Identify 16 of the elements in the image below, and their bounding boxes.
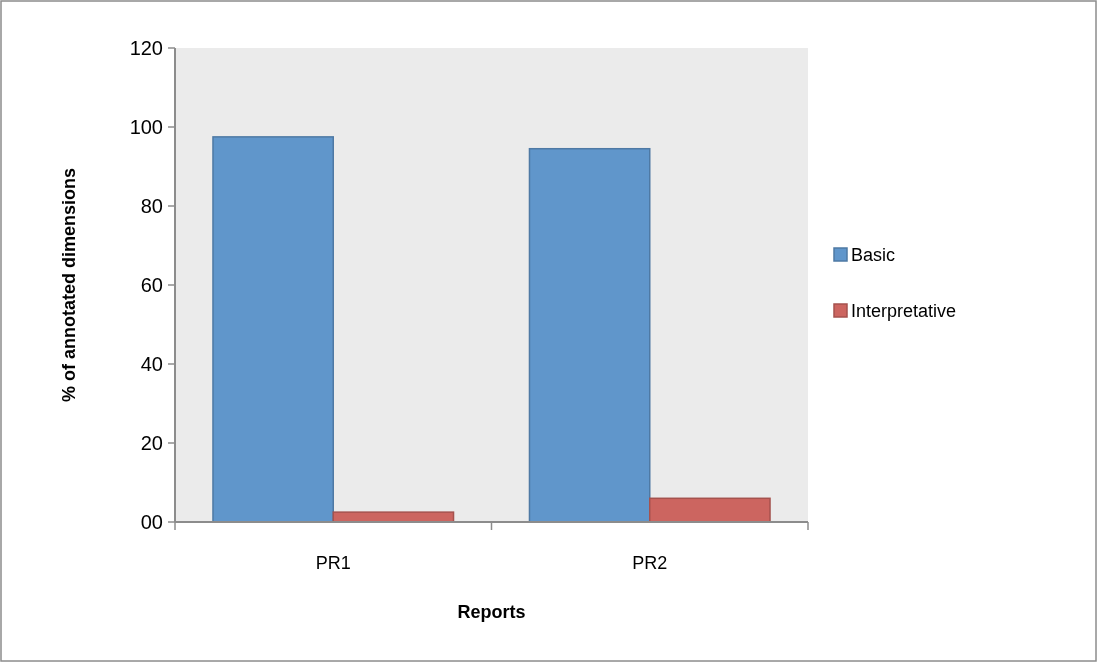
legend-label: Interpretative <box>851 301 957 322</box>
y-tick-label: 100 <box>129 116 163 138</box>
y-axis-title: % of annotated dimensions <box>59 167 79 403</box>
y-tick-label: 120 <box>129 37 163 59</box>
legend-label: Basic <box>851 245 896 266</box>
bar <box>528 147 651 523</box>
y-tick-label: 80 <box>140 195 163 217</box>
y-tick-label: 40 <box>140 353 163 375</box>
bar <box>212 136 334 523</box>
x-tick-label: PR1 <box>315 553 351 573</box>
x-axis-title: Reports <box>457 602 526 622</box>
y-tick-label: 20 <box>140 432 163 454</box>
y-tick-label: 60 <box>140 274 163 296</box>
y-tick-label: 00 <box>140 511 163 533</box>
bar <box>649 497 771 523</box>
x-tick-label: PR2 <box>632 553 668 573</box>
